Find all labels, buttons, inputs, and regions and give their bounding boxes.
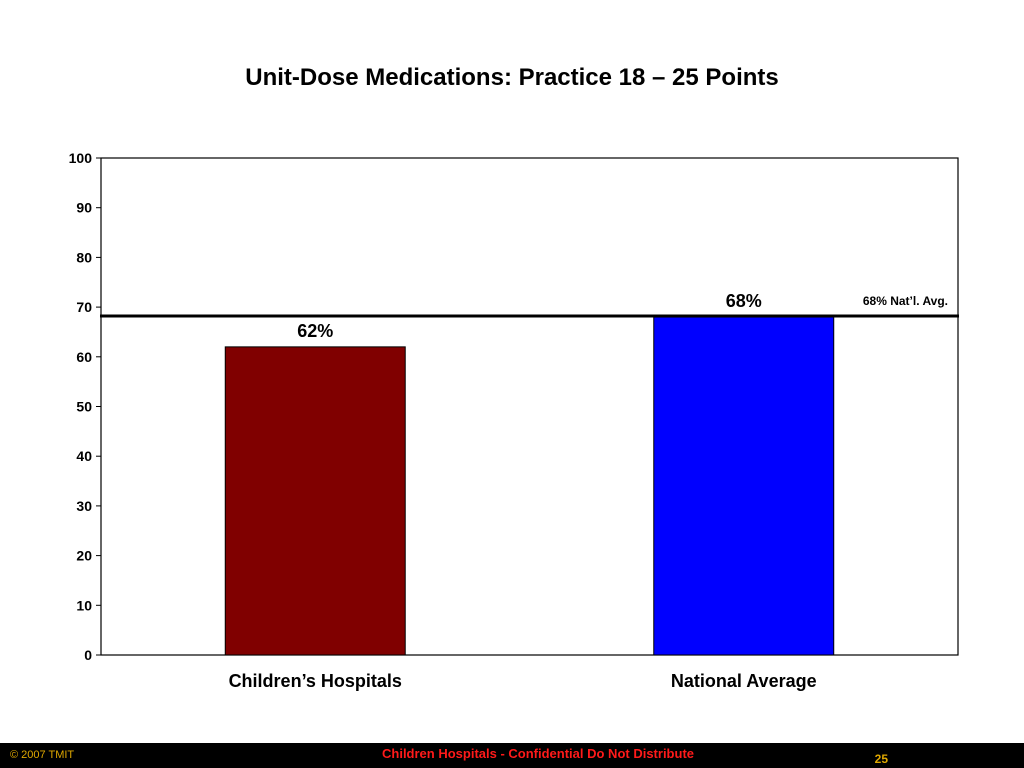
- page-number: 25: [874, 752, 888, 766]
- bar: [224, 346, 406, 656]
- reference-line-label: 68% Nat’l. Avg.: [863, 294, 948, 308]
- bar: [653, 316, 835, 656]
- y-tick-label: 0: [84, 647, 92, 663]
- y-tick-label: 100: [69, 150, 93, 166]
- data-label: 68%: [726, 291, 762, 311]
- y-tick-label: 70: [76, 299, 92, 315]
- y-tick-label: 90: [76, 200, 92, 216]
- data-label: 62%: [297, 321, 333, 341]
- y-tick-label: 50: [76, 399, 92, 415]
- y-tick-label: 60: [76, 349, 92, 365]
- axes: 0 10 20 30 40 50 60 70 80 90 100: [69, 150, 959, 663]
- y-tick-label: 80: [76, 249, 92, 265]
- y-tick-label: 30: [76, 498, 92, 514]
- bars: [224, 316, 835, 656]
- confidential-notice: Children Hospitals - Confidential Do Not…: [382, 746, 694, 761]
- y-tick-label: 10: [76, 597, 92, 613]
- chart-title: Unit-Dose Medications: Practice 18 – 25 …: [245, 64, 779, 91]
- footer-bar: © 2007 TMIT Children Hospitals - Confide…: [0, 743, 1024, 768]
- copyright-text: © 2007 TMIT: [10, 749, 75, 761]
- y-tick-label: 40: [76, 448, 92, 464]
- labels: 62% Children’s Hospitals 68% National Avera…: [100, 291, 959, 691]
- y-tick-label: 20: [76, 548, 92, 564]
- bar-chart: 0 10 20 30 40 50 60 70 80 90 100 62% Children’s Hos…: [69, 150, 959, 691]
- x-tick-label: National Average: [671, 671, 817, 691]
- x-tick-label: Children’s Hospitals: [229, 671, 402, 691]
